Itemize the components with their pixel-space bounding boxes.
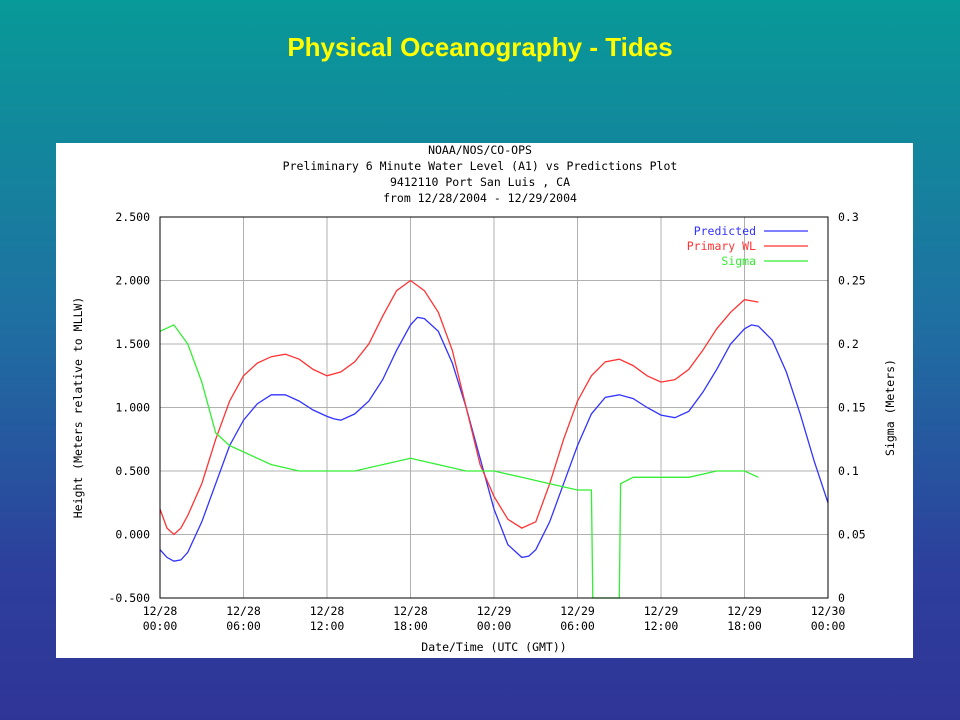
x-tick-time: 12:00 — [644, 619, 679, 633]
y2-tick-label: 0.05 — [838, 528, 866, 542]
x-tick-date: 12/28 — [226, 604, 261, 618]
y2-tick-label: 0.2 — [838, 337, 859, 351]
y2-tick-label: 0 — [838, 591, 845, 605]
plot-frame — [159, 216, 829, 599]
x-tick-time: 18:00 — [727, 619, 762, 633]
x-tick-time: 00:00 — [143, 619, 178, 633]
y-tick-label: 0.000 — [115, 528, 150, 542]
series-line-predicted — [159, 316, 829, 562]
x-axis-label: Date/Time (UTC (GMT)) — [421, 640, 566, 654]
x-tick-date: 12/28 — [143, 604, 178, 618]
x-tick-date: 12/30 — [811, 604, 846, 618]
legend-label-predicted: Predicted — [694, 224, 756, 238]
y-tick-label: -0.500 — [108, 591, 150, 605]
chart-background — [56, 143, 913, 658]
x-tick-time: 00:00 — [477, 619, 512, 633]
x-tick-date: 12/29 — [477, 604, 512, 618]
series-line-sigma — [159, 324, 759, 599]
y2-tick-label: 0.1 — [838, 464, 859, 478]
y-tick-label: 1.000 — [115, 401, 150, 415]
y-axis-ticks: 2.500 2.000 1.500 1.000 0.500 0.000 -0.500 — [108, 210, 150, 605]
x-tick-time: 00:00 — [811, 619, 846, 633]
chart-title-line: NOAA/NOS/CO-OPS — [428, 143, 532, 157]
y2-tick-label: 0.3 — [838, 210, 859, 224]
x-tick-date: 12/29 — [560, 604, 595, 618]
x-tick-date: 12/28 — [393, 604, 428, 618]
legend-label-primary-wl: Primary WL — [687, 239, 756, 253]
series-line-primary-wl — [159, 279, 759, 536]
chart-title-line: from 12/28/2004 - 12/29/2004 — [383, 191, 577, 205]
y2-tick-label: 0.25 — [838, 274, 866, 288]
y-tick-label: 0.500 — [115, 464, 150, 478]
chart-title-line: Preliminary 6 Minute Water Level (A1) vs… — [283, 159, 678, 173]
x-tick-date: 12/29 — [644, 604, 679, 618]
tide-chart: NOAA/NOS/CO-OPS Preliminary 6 Minute Wate… — [56, 143, 913, 658]
legend-label-sigma: Sigma — [721, 254, 756, 268]
chart-title-line: 9412110 Port San Luis , CA — [390, 175, 570, 189]
x-tick-date: 12/29 — [727, 604, 762, 618]
y2-axis-label: Sigma (Meters) — [883, 359, 897, 456]
slide-title: Physical Oceanography - Tides — [287, 32, 673, 62]
y-tick-label: 1.500 — [115, 337, 150, 351]
y-tick-label: 2.500 — [115, 210, 150, 224]
y2-tick-label: 0.15 — [838, 401, 866, 415]
x-tick-time: 18:00 — [393, 619, 428, 633]
x-tick-time: 06:00 — [226, 619, 261, 633]
x-tick-time: 06:00 — [560, 619, 595, 633]
series-lines — [159, 279, 829, 599]
x-axis-ticks: 12/2800:0012/2806:0012/2812:0012/2818:00… — [143, 604, 846, 633]
chart-panel: NOAA/NOS/CO-OPS Preliminary 6 Minute Wate… — [56, 143, 913, 658]
x-tick-time: 12:00 — [310, 619, 345, 633]
y-axis-label: Height (Meters relative to MLLW) — [71, 297, 85, 519]
y-tick-label: 2.000 — [115, 274, 150, 288]
y2-axis-ticks: 0.3 0.25 0.2 0.15 0.1 0.05 0 — [838, 210, 866, 605]
x-tick-date: 12/28 — [310, 604, 345, 618]
chart-title: NOAA/NOS/CO-OPS Preliminary 6 Minute Wate… — [283, 143, 678, 205]
